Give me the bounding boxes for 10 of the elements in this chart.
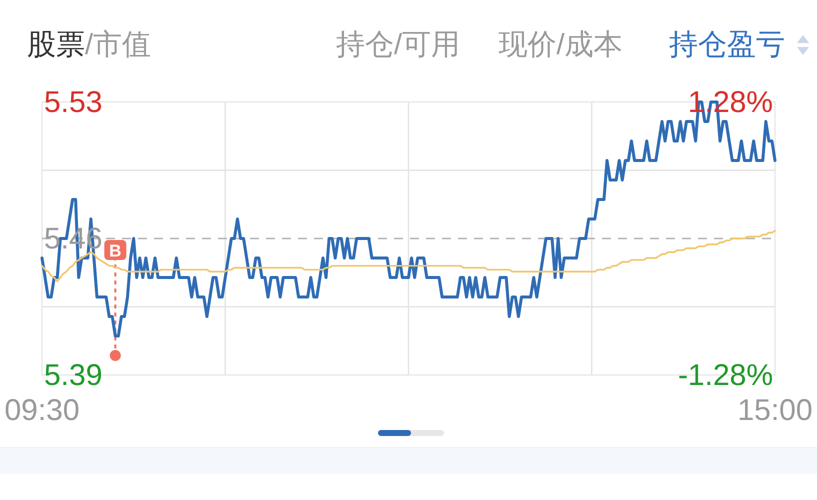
xtick-label: 15:00 bbox=[737, 394, 813, 426]
y2tick-label: -1.28% bbox=[678, 358, 773, 392]
header-label: 现价/成本 bbox=[498, 29, 622, 61]
header-label: 持仓盈亏 bbox=[669, 29, 785, 61]
header-label: 持仓/可用 bbox=[336, 29, 460, 61]
xtick-label: 09:30 bbox=[4, 394, 80, 426]
ytick-label: 5.39 bbox=[44, 358, 102, 392]
y2tick-label: 1.28% bbox=[688, 86, 773, 118]
ytick-label: 5.53 bbox=[44, 86, 102, 118]
header-label: 股票/市值 bbox=[27, 29, 152, 61]
